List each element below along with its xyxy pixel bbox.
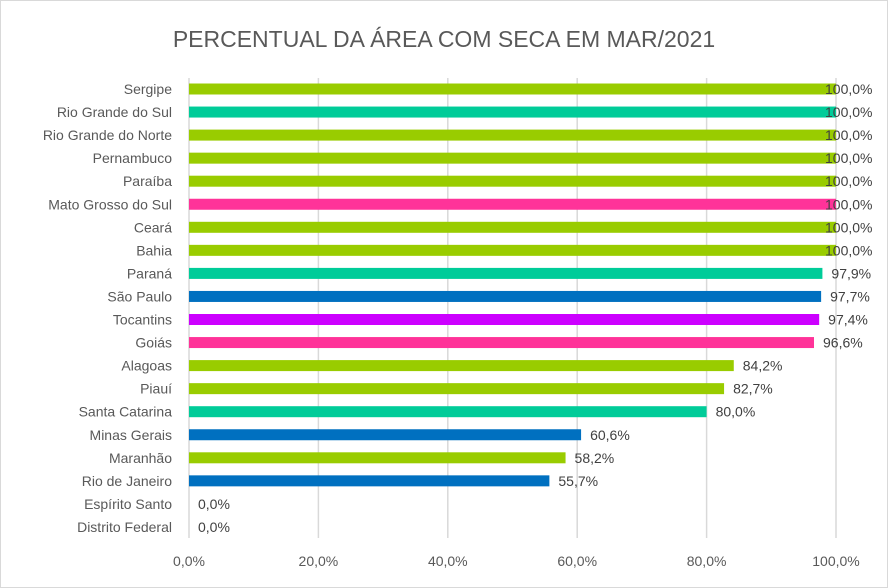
data-label: 100,0% [825, 242, 872, 258]
category-label: Rio Grande do Norte [43, 127, 172, 143]
bar [189, 337, 815, 349]
category-label: Maranhão [109, 450, 172, 466]
bar [189, 175, 836, 187]
bar [189, 244, 836, 256]
category-label: Rio de Janeiro [82, 473, 172, 489]
data-label: 60,6% [590, 427, 630, 443]
data-label: 100,0% [825, 196, 872, 212]
bar [189, 198, 836, 210]
category-label: Sergipe [124, 81, 172, 97]
x-tick-label: 60,0% [557, 553, 597, 569]
category-label: Paraná [127, 265, 172, 281]
category-label: Ceará [134, 219, 172, 235]
data-label: 96,6% [823, 335, 863, 351]
bar [189, 83, 836, 95]
category-label: Tocantins [113, 312, 172, 328]
data-label: 0,0% [198, 496, 230, 512]
category-label: Paraíba [123, 173, 172, 189]
category-label: São Paulo [107, 288, 172, 304]
bar [189, 360, 734, 372]
data-label: 100,0% [825, 219, 872, 235]
data-label: 100,0% [825, 127, 872, 143]
category-label: Espírito Santo [84, 496, 172, 512]
x-tick-label: 20,0% [299, 553, 339, 569]
data-label: 100,0% [825, 173, 872, 189]
x-tick-label: 80,0% [687, 553, 727, 569]
x-tick-label: 0,0% [173, 553, 205, 569]
data-label: 97,9% [831, 265, 871, 281]
data-label: 58,2% [575, 450, 615, 466]
data-label: 55,7% [558, 473, 598, 489]
category-label: Minas Gerais [90, 427, 172, 443]
category-label: Mato Grosso do Sul [48, 196, 172, 212]
x-axis-ticks: 0,0% 20,0% 40,0% 60,0% 80,0% 100,0% [173, 553, 860, 569]
category-label: Goiás [135, 335, 172, 351]
bar [189, 267, 823, 279]
category-label: Piauí [140, 381, 172, 397]
data-labels: 100,0% 100,0% 100,0% 100,0% 100,0% 100,0% 100,… [198, 81, 872, 535]
data-label: 80,0% [716, 404, 756, 420]
category-label: Rio Grande do Sul [57, 104, 172, 120]
category-label: Alagoas [121, 358, 172, 374]
category-label: Pernambuco [93, 150, 173, 166]
bar [189, 290, 822, 302]
data-label: 97,4% [828, 312, 868, 328]
bar [189, 406, 707, 418]
bar [189, 152, 836, 164]
bars [189, 83, 836, 487]
bar [189, 475, 550, 487]
category-label: Distrito Federal [77, 519, 172, 535]
gridlines [188, 78, 837, 538]
bar [189, 221, 836, 233]
x-tick-label: 100,0% [812, 553, 859, 569]
bar [189, 106, 836, 118]
x-tick-label: 40,0% [428, 553, 468, 569]
category-labels: Sergipe Rio Grande do Sul Rio Grande do No… [43, 81, 172, 535]
category-label: Santa Catarina [79, 404, 173, 420]
data-label: 100,0% [825, 104, 872, 120]
bar [189, 314, 820, 325]
data-label: 0,0% [198, 519, 230, 535]
data-label: 100,0% [825, 150, 872, 166]
bar [189, 429, 582, 441]
chart-title: PERCENTUAL DA ÁREA COM SECA EM MAR/2021 [173, 26, 715, 52]
data-label: 82,7% [733, 381, 773, 397]
data-label: 97,7% [830, 288, 870, 304]
bar [189, 129, 836, 141]
bar [189, 383, 725, 395]
category-label: Bahia [136, 242, 172, 258]
bar [189, 452, 566, 464]
data-label: 84,2% [743, 358, 783, 374]
data-label: 100,0% [825, 81, 872, 97]
